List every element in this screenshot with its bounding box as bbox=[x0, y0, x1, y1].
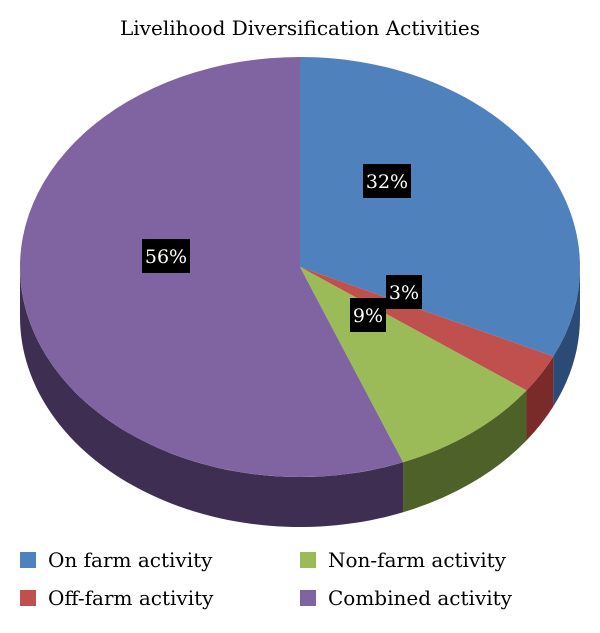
pie-side-off-farm bbox=[526, 356, 554, 441]
data-label-box-non-farm bbox=[350, 298, 386, 332]
legend-label-combined: Combined activity bbox=[328, 586, 512, 610]
data-label-box-off-farm bbox=[386, 275, 422, 309]
legend-label-on-farm: On farm activity bbox=[48, 548, 213, 572]
data-label-box-combined bbox=[142, 239, 190, 273]
pie-side-on-farm bbox=[553, 267, 580, 407]
legend-swatch-on-farm bbox=[20, 552, 36, 568]
legend-item-on-farm: On farm activity bbox=[20, 548, 212, 572]
pie-labels: 32% 3% 9% 56% bbox=[142, 164, 422, 332]
legend-swatch-combined bbox=[300, 590, 316, 606]
data-label-on-farm: 32% bbox=[363, 164, 411, 198]
chart-title: Livelihood Diversification Activities bbox=[120, 16, 480, 40]
data-label-text-non-farm: 9% bbox=[353, 305, 383, 327]
data-label-box-on-farm bbox=[363, 164, 411, 198]
data-label-combined: 56% bbox=[142, 239, 190, 273]
pie-slice-on-farm bbox=[300, 57, 580, 357]
legend-item-off-farm: Off-farm activity bbox=[20, 586, 213, 610]
legend-item-non-farm: Non-farm activity bbox=[300, 548, 506, 572]
pie-side-non-farm bbox=[403, 390, 527, 513]
pie-slice-off-farm bbox=[300, 267, 554, 391]
data-label-text-combined: 56% bbox=[145, 246, 187, 268]
legend: On farm activity Non-farm activity Off-f… bbox=[20, 548, 580, 618]
legend-swatch-off-farm bbox=[20, 590, 36, 606]
data-label-non-farm: 9% bbox=[350, 298, 386, 332]
data-label-off-farm: 3% bbox=[386, 275, 422, 309]
data-label-text-on-farm: 32% bbox=[366, 171, 408, 193]
data-label-text-off-farm: 3% bbox=[389, 282, 419, 304]
pie-tops bbox=[19, 56, 580, 477]
legend-item-combined: Combined activity bbox=[300, 586, 512, 610]
pie-side-combined bbox=[20, 267, 404, 527]
pie-slice-combined bbox=[19, 56, 404, 477]
legend-label-non-farm: Non-farm activity bbox=[328, 548, 506, 572]
legend-label-off-farm: Off-farm activity bbox=[48, 586, 214, 610]
legend-swatch-non-farm bbox=[300, 552, 316, 568]
pie-sides bbox=[20, 267, 580, 527]
